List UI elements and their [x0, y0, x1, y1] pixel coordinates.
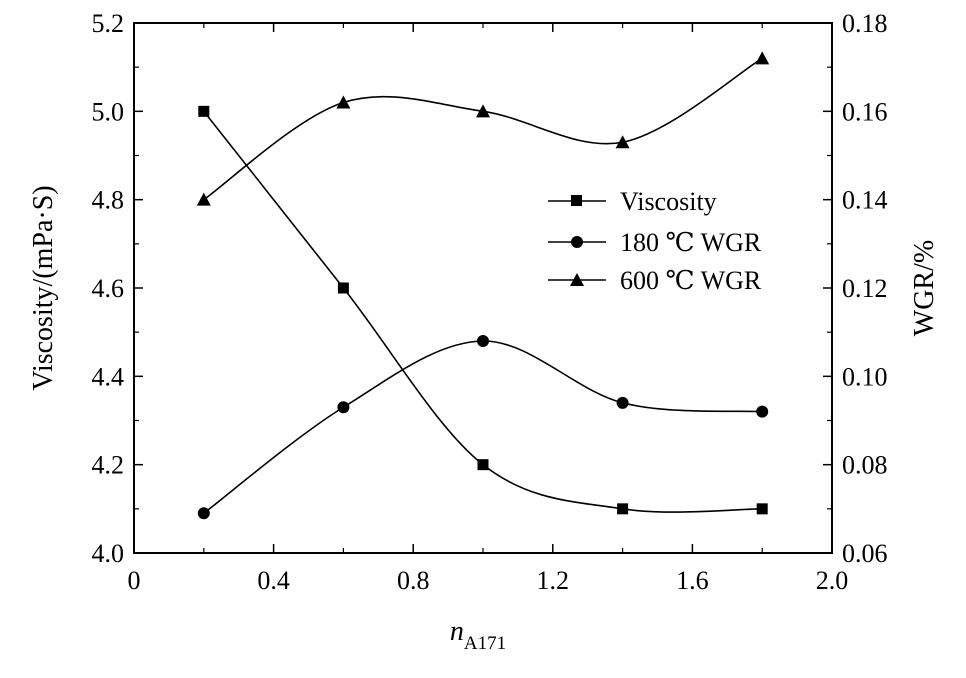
x-axis-title: nA171: [450, 616, 506, 654]
y2-tick-label: 0.14: [842, 186, 888, 215]
legend-entry-600-wgr: 600 ℃ WGR: [548, 266, 762, 295]
axes: [133, 22, 833, 554]
x-tick-label: 1.6: [676, 566, 709, 595]
wgr-180-point: [337, 401, 350, 414]
tick-labels: 0 0.4 0.8 1.2 1.6 2.0 4.0 4.2 4.4 4.6 4.8 5.0 5.2 0.0…: [92, 9, 888, 595]
legend-label-600-wgr: 600 ℃ WGR: [620, 266, 762, 295]
wgr-600-point: [615, 135, 630, 149]
x-tick-label: 1.2: [537, 566, 570, 595]
y2-axis-title: WGR/%: [909, 240, 940, 336]
data-markers: [196, 51, 770, 520]
wgr-180-point: [477, 335, 489, 347]
viscosity-point: [337, 282, 349, 294]
legend-entry-180-wgr: 180 ℃ WGR: [548, 228, 762, 257]
x-tick-label: 2.0: [816, 566, 849, 595]
wgr-600-point: [196, 192, 211, 206]
legend-circle-marker: [571, 236, 583, 248]
y2-tick-label: 0.06: [842, 539, 888, 568]
series-0-curve: [203, 110, 763, 513]
y2-tick-label: 0.08: [842, 451, 888, 480]
series-1-curve: [203, 340, 763, 514]
y2-tick-label: 0.12: [842, 274, 888, 303]
y-tick-label: 5.0: [92, 97, 125, 126]
x-tick-label: 0.8: [397, 566, 430, 595]
wgr-180-point: [756, 405, 769, 418]
y-tick-label: 5.2: [92, 9, 125, 38]
y-tick-label: 4.2: [92, 451, 125, 480]
wgr-600-point: [336, 95, 351, 109]
viscosity-point: [477, 459, 489, 471]
wgr-180-point: [616, 396, 629, 409]
x-tick-label: 0: [128, 566, 141, 595]
y2-tick-label: 0.16: [842, 97, 888, 126]
y2-tick-label: 0.10: [842, 362, 888, 391]
x-axis-title-variable: n: [450, 616, 464, 647]
y-tick-label: 4.8: [92, 186, 125, 215]
y-tick-label: 4.4: [92, 362, 125, 391]
legend: Viscosity 180 ℃ WGR 600 ℃ WGR: [548, 187, 762, 295]
viscosity-point: [756, 503, 768, 515]
wgr-600-point: [755, 51, 770, 65]
viscosity-point: [198, 105, 210, 117]
legend-square-marker: [571, 195, 582, 206]
wgr-180-point: [197, 507, 210, 520]
legend-entry-viscosity: Viscosity: [548, 187, 717, 216]
y-tick-label: 4.6: [92, 274, 125, 303]
y2-tick-label: 0.18: [842, 9, 888, 38]
legend-triangle-marker: [570, 273, 584, 286]
viscosity-point: [617, 503, 629, 515]
x-tick-label: 0.4: [257, 566, 290, 595]
wgr-600-point: [476, 104, 490, 118]
y-tick-label: 4.0: [92, 539, 125, 568]
legend-label-viscosity: Viscosity: [620, 187, 717, 216]
x-axis-title-subscript: A171: [464, 633, 506, 654]
legend-label-180-wgr: 180 ℃ WGR: [620, 228, 762, 257]
series-2-curve: [203, 57, 763, 201]
y-axis-title: Viscosity/(mPa·S): [28, 185, 59, 390]
